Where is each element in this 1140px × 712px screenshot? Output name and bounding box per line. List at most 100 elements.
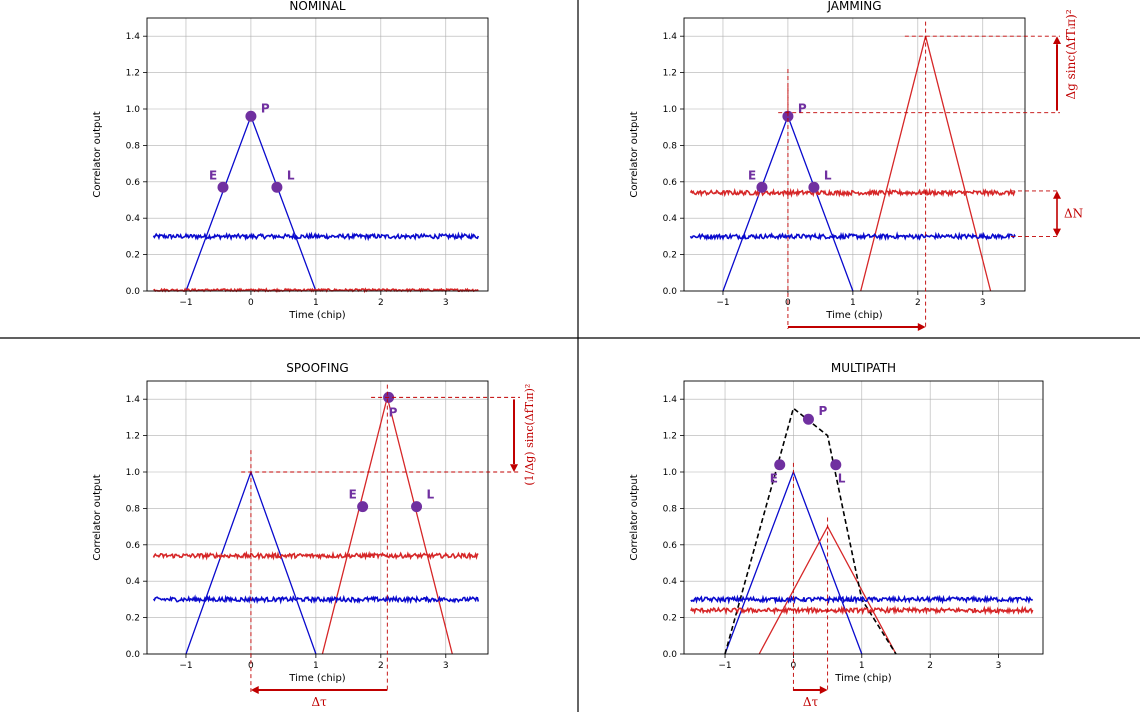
y-tick-label: 1.2 [126, 432, 140, 442]
arrow-head [917, 323, 926, 331]
spoofing-title: SPOOFING [286, 361, 348, 375]
jamming-marker-label-E: E [748, 168, 756, 182]
jamming-y-axis-label: Correlator output [629, 111, 640, 197]
y-tick-label: 0.8 [663, 504, 678, 514]
multipath-annotation-0: Δτ [792, 462, 829, 709]
y-tick-label: 0.2 [663, 251, 677, 261]
y-tick-label: 1.4 [126, 395, 141, 405]
x-tick-label: 2 [927, 661, 933, 671]
arrow-head [510, 464, 518, 472]
multipath-noise-red-series [690, 605, 1034, 616]
y-tick-label: 0.8 [126, 504, 141, 514]
x-tick-label: −1 [716, 298, 729, 308]
y-tick-label: 1.0 [663, 468, 678, 478]
multipath-marker-label-E: E [770, 472, 778, 486]
multipath-x-axis-label: Time (chip) [834, 673, 892, 684]
x-tick-label: 0 [248, 661, 254, 671]
jamming-annotation-label: ΔN [1064, 207, 1083, 221]
nominal-marker-E [217, 181, 229, 193]
spoofing-marker-label-L: L [427, 488, 435, 502]
spoofing-noise-blue-series [152, 594, 480, 605]
multipath-title: MULTIPATH [831, 361, 896, 375]
x-tick-label: −1 [179, 298, 192, 308]
nominal-marker-P [245, 110, 257, 122]
y-tick-label: 1.2 [663, 69, 677, 79]
nominal-plot-frame [146, 17, 489, 292]
multipath-noise-blue-series [690, 594, 1034, 605]
y-tick-label: 1.2 [126, 69, 140, 79]
y-tick-label: 0.6 [126, 178, 141, 188]
nominal-marker-L [271, 181, 283, 193]
y-tick-label: 0.4 [663, 577, 678, 587]
spoofing-plot-frame [146, 380, 489, 655]
y-tick-label: 1.4 [663, 395, 678, 405]
spoofing-marker-E [357, 501, 369, 513]
y-tick-label: 1.0 [126, 468, 141, 478]
y-tick-label: 1.0 [663, 105, 678, 115]
y-tick-label: 0.8 [663, 141, 678, 151]
x-tick-label: 0 [248, 298, 254, 308]
spoofing-grid [147, 381, 488, 655]
jamming-plot-frame [683, 17, 1026, 292]
y-tick-label: 0.6 [663, 178, 678, 188]
spoofing-annotation-1: Δτ [250, 384, 388, 709]
y-tick-label: 0.0 [126, 287, 141, 297]
y-tick-label: 0.2 [663, 614, 677, 624]
nominal-marker-label-P: P [261, 101, 270, 115]
spoofing-annotation-label: (1/Δg) sinc(ΔfTᵢπ)² [523, 384, 536, 486]
jamming-annotation-1: ΔN [1011, 190, 1083, 237]
spoofing-annotation-label: Δτ [311, 695, 327, 709]
nominal-y-axis-label: Correlator output [92, 111, 103, 197]
jamming-grid [684, 18, 1025, 292]
x-tick-label: −1 [718, 661, 731, 671]
multipath-annotation-label: Δτ [803, 695, 819, 709]
y-tick-label: 0.4 [126, 214, 141, 224]
jamming-annotation-2 [787, 21, 927, 331]
y-tick-label: 0.0 [663, 287, 678, 297]
arrow-head [1053, 190, 1061, 199]
arrow-head [819, 686, 828, 694]
arrow-head [250, 686, 259, 694]
nominal-marker-label-L: L [287, 168, 295, 182]
multipath-dashed-black-series [724, 406, 897, 655]
arrow-head [1053, 36, 1061, 44]
nominal-x-axis-label: Time (chip) [288, 310, 346, 321]
y-tick-label: 0.6 [126, 541, 141, 551]
x-tick-label: 3 [443, 298, 449, 308]
y-tick-label: 0.6 [663, 541, 678, 551]
y-tick-label: 0.2 [126, 251, 140, 261]
jamming-x-axis-label: Time (chip) [825, 310, 883, 321]
jamming-title: JAMMING [826, 0, 881, 13]
nominal-marker-label-E: E [209, 168, 217, 182]
y-tick-label: 1.4 [663, 32, 678, 42]
spoofing-x-axis-label: Time (chip) [288, 673, 346, 684]
multipath-marker-label-P: P [818, 404, 827, 418]
y-tick-label: 0.0 [663, 650, 678, 660]
multipath-plot-frame [683, 380, 1044, 655]
x-tick-label: 3 [443, 661, 449, 671]
x-tick-label: 2 [378, 661, 384, 671]
jamming-panel: JAMMING−1 0 1 2 30.00.20.40.60.81.01.21.4Tim… [629, 0, 1083, 331]
nominal-title: NOMINAL [289, 0, 346, 13]
nominal-grid [147, 18, 488, 292]
multipath-marker-L [830, 459, 842, 471]
nominal-noise-blue-series [152, 231, 480, 242]
multipath-panel: MULTIPATH−1 0 1 2 30.00.20.40.60.81.01.21.4T… [629, 361, 1044, 709]
spoofing-marker-label-E: E [349, 488, 357, 502]
multipath-y-axis-label: Correlator output [629, 474, 640, 560]
x-tick-label: 1 [850, 298, 856, 308]
spoofing-panel: SPOOFING −1 0 1 2 3 0.0 0.2 0.4 0.6 0.8 1.0 1.2 1.4 Ti… [92, 361, 536, 709]
arrow-head [1053, 228, 1061, 237]
spoofing-noise-red-series [152, 550, 479, 561]
jamming-marker-label-L: L [824, 168, 832, 182]
y-tick-label: 0.4 [663, 214, 678, 224]
jamming-noise-red-series [689, 187, 1016, 198]
multipath-marker-P [802, 413, 814, 425]
x-tick-label: 2 [915, 298, 921, 308]
nominal-panel: NOMINAL −1 0 1 2 3 0.0 0.2 0.4 0.6 0.8 1.0 1.2 1.4 Tim… [92, 0, 489, 321]
jamming-marker-L [808, 181, 820, 193]
x-tick-label: 2 [378, 298, 384, 308]
x-tick-label: 1 [859, 661, 865, 671]
spoofing-y-axis-label: Correlator output [92, 474, 103, 560]
